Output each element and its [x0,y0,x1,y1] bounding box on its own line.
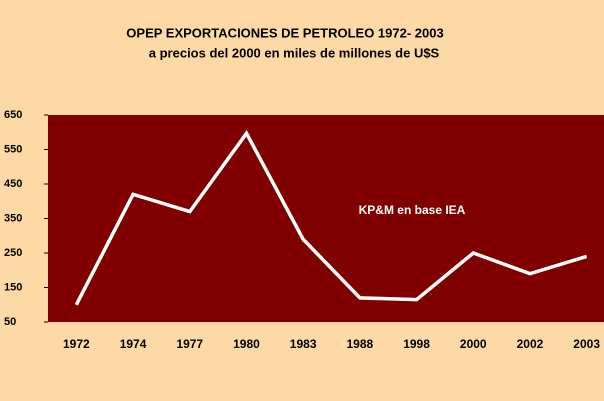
x-tick-label: 1980 [233,337,260,351]
line-series [74,130,588,306]
chart-subtitle: a precios del 2000 en miles de millones … [149,45,440,60]
x-tick-label: 1972 [63,337,90,351]
x-tick-label: 2002 [517,337,544,351]
y-tick-label: 50 [4,316,16,328]
y-tick-label: 250 [4,247,22,259]
y-tick-label: 550 [4,143,22,155]
y-tick-label: 650 [4,109,22,121]
y-tick-label: 150 [4,281,22,293]
x-tick-label: 2003 [573,337,600,351]
y-tick-label: 350 [4,212,22,224]
y-tick-label: 450 [4,178,22,190]
x-tick-label: 1988 [346,337,373,351]
plot-area [48,115,604,322]
annotation: KP&M en base IEA [359,203,466,217]
x-tick-label: 1983 [290,337,317,351]
chart-title: OPEP EXPORTACIONES DE PETROLEO 1972- 200… [126,25,443,40]
x-tick-label: 2000 [460,337,487,351]
x-tick-label: 1998 [403,337,430,351]
x-tick-label: 1974 [120,337,147,351]
x-tick-label: 1977 [176,337,203,351]
